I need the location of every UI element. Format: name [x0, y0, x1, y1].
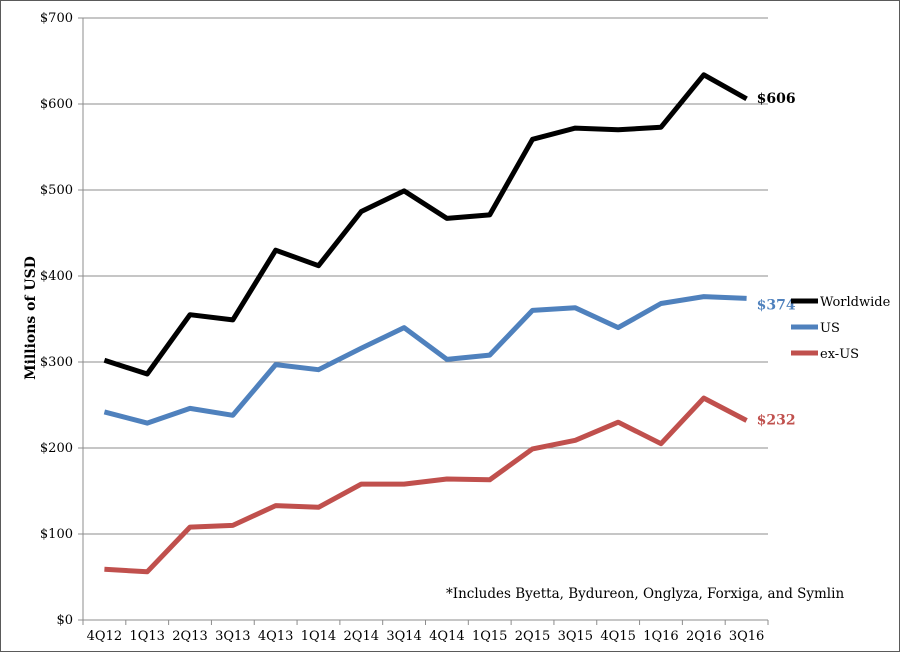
series-lines: [103, 72, 748, 575]
y-tick-labels: $0 $100 $200 $300 $400 $500 $600 $700: [40, 11, 73, 628]
x-tick-label: 1Q13: [129, 629, 164, 644]
x-tick-label: 2Q16: [686, 629, 721, 644]
y-axis-label: Millions of USD: [23, 256, 39, 380]
y-tick-label: $100: [40, 527, 73, 542]
x-tick-label: 4Q15: [600, 629, 635, 644]
x-tick-label: 3Q14: [386, 629, 421, 644]
x-tick-label: 4Q13: [258, 629, 293, 644]
y-tick-label: $200: [40, 441, 73, 456]
legend-label: ex-US: [820, 347, 859, 362]
x-tick-label: 1Q15: [472, 629, 507, 644]
y-tick-label: $700: [40, 11, 73, 26]
x-tick-label: 4Q12: [87, 629, 122, 644]
series-line-worldwide: [103, 72, 748, 377]
end-label-ex-us: $232: [757, 412, 796, 428]
x-tick-label: 2Q13: [172, 629, 207, 644]
legend: Worldwide US ex-US: [791, 295, 891, 362]
axes: [78, 17, 769, 625]
series-line-ex-us: [104, 395, 748, 575]
end-value-labels: $606 $374 $232: [757, 91, 796, 429]
x-tick-labels: 4Q12 1Q13 2Q13 3Q13 4Q13 1Q14 2Q14 3Q14 4Q14 1Q15…: [87, 629, 765, 644]
legend-label: US: [820, 321, 840, 336]
y-tick-label: $300: [40, 355, 73, 370]
end-label-worldwide: $606: [757, 91, 796, 107]
y-tick-label: $400: [40, 269, 73, 284]
y-tick-label: $500: [40, 183, 73, 198]
y-tick-label: $600: [40, 97, 73, 112]
legend-label: Worldwide: [820, 295, 891, 310]
x-tick-label: 3Q13: [215, 629, 250, 644]
x-tick-label: 1Q16: [643, 629, 678, 644]
x-tick-label: 1Q14: [301, 629, 336, 644]
end-label-us: $374: [757, 297, 796, 313]
x-tick-label: 3Q15: [558, 629, 593, 644]
x-tick-label: 3Q16: [729, 629, 764, 644]
x-tick-label: 2Q14: [344, 629, 379, 644]
gridlines: [83, 17, 768, 535]
series-line-us: [103, 294, 747, 426]
x-tick-label: 2Q15: [515, 629, 550, 644]
x-tick-label: 4Q14: [429, 629, 464, 644]
footnote-annotation: *Includes Byetta, Bydureon, Onglyza, For…: [446, 586, 844, 602]
y-tick-label: $0: [56, 613, 73, 628]
